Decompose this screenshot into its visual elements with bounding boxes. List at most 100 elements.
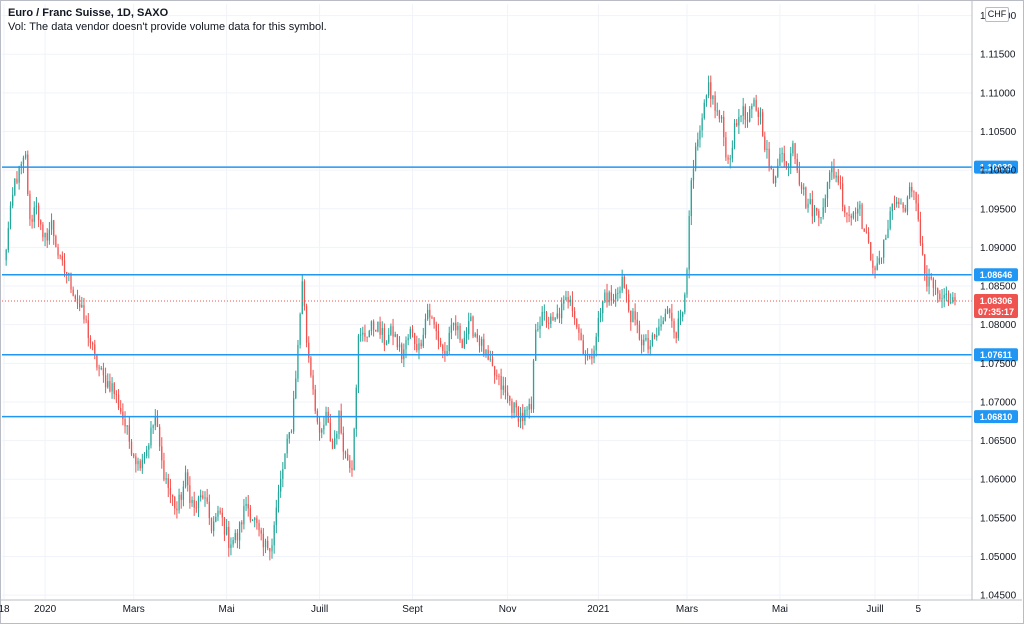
candle bbox=[824, 194, 826, 213]
candle bbox=[876, 256, 878, 271]
candle bbox=[314, 384, 316, 414]
candle bbox=[898, 197, 900, 209]
candle bbox=[59, 254, 61, 260]
candle bbox=[859, 200, 861, 217]
bar-countdown-label: 07:35:17 bbox=[978, 307, 1014, 317]
candle bbox=[902, 202, 904, 213]
candle bbox=[258, 519, 260, 537]
candle bbox=[11, 187, 14, 209]
candle bbox=[7, 221, 9, 253]
candle bbox=[707, 75, 710, 99]
candle bbox=[217, 505, 219, 521]
candle bbox=[800, 182, 803, 194]
horizontal-levels[interactable]: 1.10039 1.08646 1.07611 1.06810 1.0830607:35… bbox=[2, 160, 1018, 424]
candle bbox=[251, 519, 254, 522]
candle bbox=[528, 398, 530, 419]
candle bbox=[340, 403, 342, 435]
candle bbox=[599, 307, 602, 323]
candle bbox=[487, 345, 489, 361]
candle bbox=[725, 131, 727, 161]
candle bbox=[133, 453, 135, 459]
candle bbox=[468, 312, 470, 340]
candle bbox=[612, 293, 615, 304]
candle bbox=[597, 310, 600, 343]
y-tick-label: 1.08000 bbox=[980, 320, 1017, 331]
candle bbox=[31, 214, 33, 229]
candle bbox=[18, 165, 20, 190]
y-tick-label: 1.11500 bbox=[980, 50, 1016, 61]
x-tick-label: Nov bbox=[499, 604, 517, 615]
candle bbox=[924, 254, 926, 281]
candle bbox=[156, 410, 159, 428]
candle bbox=[798, 161, 801, 187]
candle bbox=[880, 257, 883, 264]
candle bbox=[718, 109, 721, 123]
candle bbox=[777, 158, 779, 178]
candle bbox=[146, 445, 148, 459]
candle bbox=[368, 329, 370, 338]
candle bbox=[178, 488, 180, 514]
candle bbox=[688, 210, 690, 279]
candle bbox=[94, 339, 96, 360]
candle bbox=[344, 450, 347, 459]
candle bbox=[742, 97, 744, 125]
candle bbox=[377, 321, 379, 333]
candle bbox=[182, 480, 185, 507]
candle bbox=[660, 315, 662, 331]
candle bbox=[130, 439, 133, 457]
candle bbox=[44, 232, 46, 247]
candle bbox=[934, 279, 937, 296]
candle bbox=[230, 537, 232, 556]
candle bbox=[787, 163, 790, 177]
candle bbox=[863, 228, 865, 232]
y-tick-label: 1.07500 bbox=[980, 359, 1017, 370]
candle bbox=[457, 321, 459, 339]
candle bbox=[636, 312, 638, 334]
candle bbox=[746, 112, 749, 128]
candle bbox=[418, 338, 420, 360]
candle bbox=[485, 349, 487, 358]
candle bbox=[232, 536, 234, 548]
candle bbox=[96, 353, 98, 371]
candle bbox=[630, 310, 632, 331]
level-price-label: 1.06810 bbox=[980, 412, 1013, 422]
candle bbox=[260, 527, 262, 541]
candle bbox=[632, 308, 634, 323]
candle bbox=[113, 382, 115, 400]
candle bbox=[107, 373, 109, 389]
candle bbox=[385, 340, 388, 346]
candle bbox=[379, 316, 381, 339]
candle bbox=[355, 384, 357, 437]
candle bbox=[491, 350, 494, 367]
candle bbox=[811, 190, 813, 224]
candle bbox=[295, 370, 297, 400]
candle bbox=[701, 113, 703, 138]
candle bbox=[89, 335, 92, 349]
candle bbox=[554, 317, 556, 322]
candle bbox=[426, 303, 429, 321]
candle bbox=[120, 400, 122, 415]
candle bbox=[759, 107, 762, 125]
candle bbox=[357, 333, 360, 394]
candle bbox=[578, 323, 580, 341]
candle bbox=[135, 453, 137, 473]
candle bbox=[16, 171, 18, 185]
candle bbox=[184, 465, 187, 489]
candle bbox=[439, 337, 442, 347]
level-price-tag bbox=[974, 268, 1018, 282]
candle bbox=[736, 119, 738, 127]
currency-button[interactable]: CHF bbox=[985, 7, 1009, 22]
candle bbox=[723, 110, 725, 147]
candle bbox=[275, 499, 277, 534]
y-tick-label: 1.07000 bbox=[980, 397, 1017, 408]
candle bbox=[215, 512, 217, 523]
candle bbox=[662, 317, 664, 325]
candle bbox=[422, 327, 424, 349]
candle bbox=[450, 318, 453, 340]
candle bbox=[70, 272, 72, 294]
candle bbox=[33, 201, 35, 229]
y-tick-label: 1.05000 bbox=[980, 552, 1017, 563]
